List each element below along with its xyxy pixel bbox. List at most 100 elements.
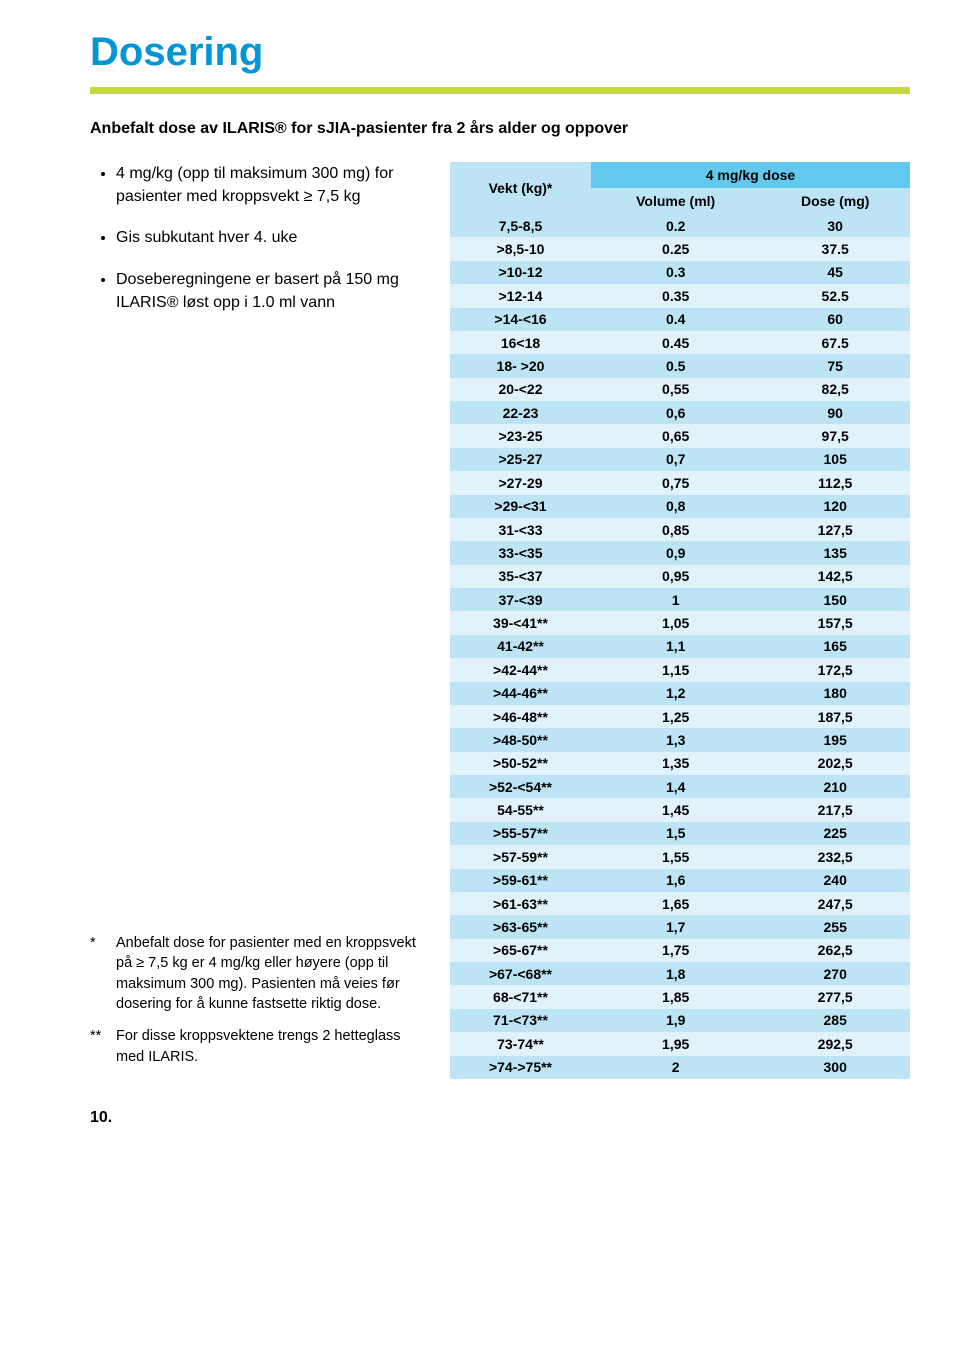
table-cell: 37-<39 xyxy=(450,588,591,611)
table-cell: >46-48** xyxy=(450,705,591,728)
table-cell: 225 xyxy=(760,822,910,845)
table-cell: 0.2 xyxy=(591,214,760,237)
table-cell: 67.5 xyxy=(760,331,910,354)
table-cell: 202,5 xyxy=(760,752,910,775)
page-number: 10. xyxy=(90,1109,910,1127)
table-cell: 30 xyxy=(760,214,910,237)
table-cell: 1,05 xyxy=(591,611,760,634)
table-cell: >74->75** xyxy=(450,1056,591,1079)
table-cell: 1,5 xyxy=(591,822,760,845)
table-cell: 97,5 xyxy=(760,424,910,447)
table-cell: 1,75 xyxy=(591,939,760,962)
table-cell: 71-<73** xyxy=(450,1009,591,1032)
accent-bar xyxy=(90,87,910,94)
table-cell: 1,65 xyxy=(591,892,760,915)
table-cell: 0.35 xyxy=(591,284,760,307)
table-cell: >55-57** xyxy=(450,822,591,845)
table-row: >57-59**1,55232,5 xyxy=(450,845,910,868)
table-cell: >25-27 xyxy=(450,448,591,471)
table-cell: 172,5 xyxy=(760,658,910,681)
table-cell: 135 xyxy=(760,541,910,564)
table-cell: >12-14 xyxy=(450,284,591,307)
table-cell: >67-<68** xyxy=(450,962,591,985)
table-cell: 142,5 xyxy=(760,565,910,588)
footnote-mark: * xyxy=(90,933,116,1014)
table-row: >46-48**1,25187,5 xyxy=(450,705,910,728)
table-row: 71-<73**1,9285 xyxy=(450,1009,910,1032)
bullet-item: 4 mg/kg (opp til maksimum 300 mg) for pa… xyxy=(116,162,420,208)
table-cell: 1,7 xyxy=(591,915,760,938)
table-cell: 0.5 xyxy=(591,354,760,377)
table-cell: 0.3 xyxy=(591,261,760,284)
table-cell: 90 xyxy=(760,401,910,424)
table-cell: 37.5 xyxy=(760,237,910,260)
table-row: >59-61**1,6240 xyxy=(450,869,910,892)
table-cell: 1,9 xyxy=(591,1009,760,1032)
table-row: 33-<350,9135 xyxy=(450,541,910,564)
bullet-item: Gis subkutant hver 4. uke xyxy=(116,226,420,249)
table-cell: 0,6 xyxy=(591,401,760,424)
table-cell: 300 xyxy=(760,1056,910,1079)
table-cell: 285 xyxy=(760,1009,910,1032)
table-row: 18- >200.575 xyxy=(450,354,910,377)
table-row: 22-230,690 xyxy=(450,401,910,424)
table-row: >12-140.3552.5 xyxy=(450,284,910,307)
table-row: 7,5-8,50.230 xyxy=(450,214,910,237)
table-cell: 262,5 xyxy=(760,939,910,962)
table-cell: >10-12 xyxy=(450,261,591,284)
table-cell: 1,95 xyxy=(591,1032,760,1055)
table-cell: 16<18 xyxy=(450,331,591,354)
table-cell: 52.5 xyxy=(760,284,910,307)
table-row: >44-46**1,2180 xyxy=(450,682,910,705)
table-cell: 165 xyxy=(760,635,910,658)
table-row: 73-74**1,95292,5 xyxy=(450,1032,910,1055)
table-row: >74->75**2300 xyxy=(450,1056,910,1079)
subtitle: Anbefalt dose av ILARIS® for sJIA-pasien… xyxy=(90,120,910,138)
table-cell: >61-63** xyxy=(450,892,591,915)
table-cell: 1,35 xyxy=(591,752,760,775)
table-cell: 1,2 xyxy=(591,682,760,705)
table-cell: 0.4 xyxy=(591,308,760,331)
footnote: ** For disse kroppsvektene trengs 2 hett… xyxy=(90,1026,420,1067)
top-header: 4 mg/kg dose xyxy=(591,162,910,188)
table-cell: 68-<71** xyxy=(450,985,591,1008)
table-cell: 0,65 xyxy=(591,424,760,447)
table-cell: 0.45 xyxy=(591,331,760,354)
table-cell: 112,5 xyxy=(760,471,910,494)
table-row: >27-290,75112,5 xyxy=(450,471,910,494)
table-cell: 1,25 xyxy=(591,705,760,728)
table-cell: 105 xyxy=(760,448,910,471)
table-row: >50-52**1,35202,5 xyxy=(450,752,910,775)
table-row: >67-<68**1,8270 xyxy=(450,962,910,985)
table-row: 54-55**1,45217,5 xyxy=(450,798,910,821)
table-row: >8,5-100.2537.5 xyxy=(450,237,910,260)
footnote-text: Anbefalt dose for pasienter med en kropp… xyxy=(116,933,420,1014)
table-cell: >59-61** xyxy=(450,869,591,892)
table-cell: 240 xyxy=(760,869,910,892)
table-cell: 54-55** xyxy=(450,798,591,821)
table-cell: >14-<16 xyxy=(450,308,591,331)
table-cell: >50-52** xyxy=(450,752,591,775)
table-cell: 180 xyxy=(760,682,910,705)
table-cell: 0,95 xyxy=(591,565,760,588)
table-cell: 195 xyxy=(760,728,910,751)
table-row: >23-250,6597,5 xyxy=(450,424,910,447)
table-cell: 232,5 xyxy=(760,845,910,868)
table-cell: >44-46** xyxy=(450,682,591,705)
table-cell: >23-25 xyxy=(450,424,591,447)
table-cell: 1,45 xyxy=(591,798,760,821)
table-cell: 292,5 xyxy=(760,1032,910,1055)
table-cell: 1,15 xyxy=(591,658,760,681)
table-cell: 31-<33 xyxy=(450,518,591,541)
table-cell: 210 xyxy=(760,775,910,798)
table-row: 68-<71**1,85277,5 xyxy=(450,985,910,1008)
table-cell: >48-50** xyxy=(450,728,591,751)
table-row: >63-65**1,7255 xyxy=(450,915,910,938)
footnote-text: For disse kroppsvektene trengs 2 hettegl… xyxy=(116,1026,420,1067)
table-row: 35-<370,95142,5 xyxy=(450,565,910,588)
table-cell: 73-74** xyxy=(450,1032,591,1055)
footnote: * Anbefalt dose for pasienter med en kro… xyxy=(90,933,420,1014)
table-cell: 1,1 xyxy=(591,635,760,658)
table-cell: 20-<22 xyxy=(450,378,591,401)
table-cell: 82,5 xyxy=(760,378,910,401)
